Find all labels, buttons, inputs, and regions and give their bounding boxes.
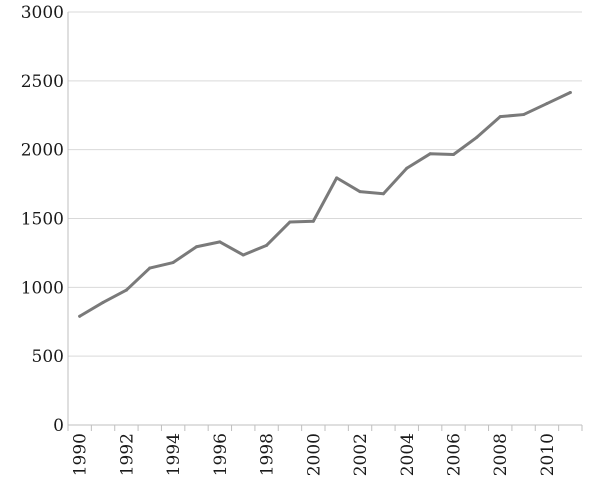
data-point-2003 — [381, 192, 385, 196]
data-point-2002 — [358, 190, 362, 194]
x-tick-label-2006: 2006 — [445, 433, 465, 476]
y-tick-label-1500: 1500 — [21, 210, 64, 230]
data-point-1997 — [241, 253, 245, 257]
data-point-2001 — [335, 176, 339, 180]
x-tick-label-1994: 1994 — [164, 433, 184, 476]
series-group — [78, 91, 572, 318]
data-point-2010 — [545, 102, 549, 106]
x-tick-label-1998: 1998 — [258, 433, 278, 476]
data-point-1993 — [148, 266, 152, 270]
y-tick-label-3000: 3000 — [21, 3, 64, 23]
x-axis: 1990 1992 1994 1996 1998 2000 2002 2004 2006 2008… — [67, 424, 583, 476]
data-point-1991 — [101, 300, 105, 304]
data-point-1999 — [288, 220, 292, 224]
x-tick-label-1992: 1992 — [117, 433, 137, 476]
data-point-1995 — [195, 245, 198, 249]
data-point-1996 — [218, 240, 222, 244]
data-point-2005 — [428, 152, 432, 156]
y-tick-label-1000: 1000 — [21, 278, 64, 298]
x-tick-label-2002: 2002 — [351, 433, 371, 476]
data-point-2009 — [522, 113, 526, 117]
y-tick-label-2000: 2000 — [21, 141, 64, 161]
data-point-1990 — [78, 314, 82, 318]
y-axis: 0 500 1000 1500 2000 2500 3000 — [21, 3, 69, 436]
data-point-2008 — [498, 115, 502, 119]
data-point-2004 — [405, 166, 409, 170]
x-tick-label-1996: 1996 — [211, 433, 231, 476]
y-tick-label-0: 0 — [53, 416, 64, 436]
data-point-2007 — [475, 135, 479, 139]
x-tick-label-2008: 2008 — [491, 433, 511, 476]
x-tick-label-2004: 2004 — [398, 433, 418, 476]
x-tick-label-2000: 2000 — [304, 433, 324, 476]
series-line-0 — [78, 91, 572, 318]
data-point-2006 — [452, 152, 455, 156]
data-point-2011 — [568, 91, 572, 95]
data-point-1992 — [124, 288, 128, 292]
data-point-1994 — [171, 261, 175, 265]
data-point-1998 — [265, 243, 269, 247]
x-tick-label-2010: 2010 — [538, 433, 558, 476]
y-tick-label-2500: 2500 — [21, 72, 64, 92]
data-point-2000 — [311, 219, 315, 223]
y-gridlines — [68, 11, 582, 357]
x-tick-label-1990: 1990 — [71, 433, 91, 476]
y-tick-label-500: 500 — [32, 347, 64, 367]
